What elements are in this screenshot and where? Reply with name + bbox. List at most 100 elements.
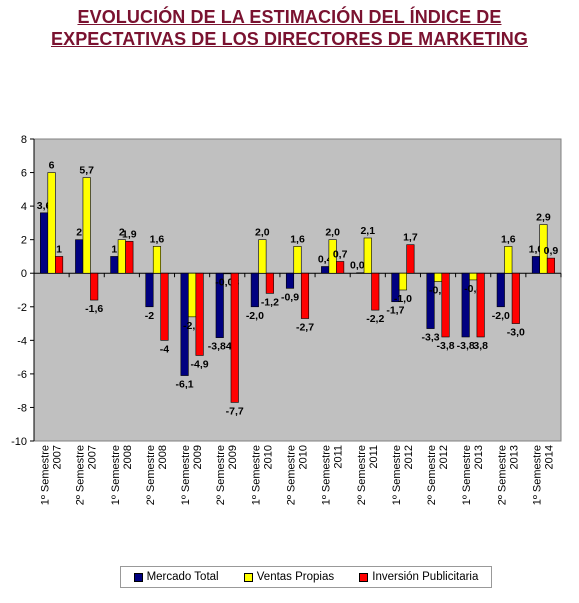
data-label: -7,7 xyxy=(226,405,244,417)
x-tick-label-line: 1º Semestre xyxy=(531,445,543,505)
x-tick-label: 1º Semestre 2012 xyxy=(391,445,415,505)
bar xyxy=(371,272,380,311)
bar xyxy=(546,257,555,274)
bar xyxy=(433,272,443,282)
bar xyxy=(265,272,274,294)
y-tick-label: 0 xyxy=(21,268,27,280)
data-label: 1,6 xyxy=(150,233,165,245)
legend-swatch xyxy=(243,572,253,582)
bar xyxy=(504,246,513,274)
legend-swatch xyxy=(133,572,143,582)
x-tick-label-line: 1º Semestre xyxy=(321,445,333,505)
x-tick-label: 1º Semestre 2007 xyxy=(40,445,64,505)
y-tick-label: 8 xyxy=(21,134,27,146)
bar xyxy=(363,237,372,274)
bar xyxy=(55,256,64,274)
y-tick-label: -10 xyxy=(11,436,27,448)
data-label: 1,6 xyxy=(290,233,305,245)
x-tick-label-line: 2º Semestre xyxy=(75,445,87,505)
data-label: -4 xyxy=(160,343,169,355)
data-label: 6 xyxy=(49,160,55,172)
legend-item: Mercado Total xyxy=(133,571,219,583)
bar xyxy=(125,241,134,274)
x-tick-label: 2º Semestre 2009 xyxy=(215,445,239,505)
bar xyxy=(426,272,435,329)
bar xyxy=(152,246,162,274)
data-label: 0,9 xyxy=(544,245,559,257)
chart-title-line-1: EVOLUCIÓN DE LA ESTIMACIÓN DEL ÍNDICE DE xyxy=(77,7,502,27)
bar xyxy=(90,272,99,301)
y-tick-label: 4 xyxy=(21,201,27,213)
bar xyxy=(300,272,310,319)
x-tick-label-line: 2º Semestre xyxy=(496,445,508,505)
data-label: 2,0 xyxy=(255,227,270,239)
data-label: -1,2 xyxy=(261,296,279,308)
x-tick-label: 1º Semestre 2014 xyxy=(531,445,555,505)
legend-swatch xyxy=(359,572,369,582)
x-tick-label: 1º Semestre 2010 xyxy=(250,445,274,505)
data-label: -3,8 xyxy=(436,340,454,352)
data-label: 1,6 xyxy=(501,233,516,245)
y-tick-label: 6 xyxy=(21,168,27,180)
bar xyxy=(250,272,259,308)
bar xyxy=(469,272,478,281)
legend-label: Mercado Total xyxy=(146,571,219,583)
bar xyxy=(531,256,540,274)
data-label: 1,7 xyxy=(403,232,418,244)
x-tick-label: 2º Semestre 2011 xyxy=(356,445,380,505)
y-tick-label: -4 xyxy=(17,335,27,347)
x-tick-label: 2º Semestre 2013 xyxy=(496,445,520,505)
bar xyxy=(223,272,232,275)
y-tick-label: -8 xyxy=(17,402,27,414)
x-tick-label: 1º Semestre 2011 xyxy=(321,445,345,505)
bar xyxy=(47,172,56,274)
bar xyxy=(117,239,126,274)
bar xyxy=(441,272,450,338)
x-tick-label-line: 2011 xyxy=(368,445,380,469)
data-label: -2,0 xyxy=(246,310,264,322)
bar xyxy=(40,212,49,274)
x-tick-label-line: 2007 xyxy=(87,445,99,469)
x-tick-label-line: 1º Semestre xyxy=(461,445,473,505)
x-tick-label-line: 1º Semestre xyxy=(250,445,262,505)
bar xyxy=(188,272,197,318)
x-tick-label-line: 2º Semestre xyxy=(286,445,298,505)
x-tick-label-line: 2010 xyxy=(262,445,274,469)
bar xyxy=(356,272,365,274)
data-label: 1 xyxy=(111,243,117,255)
data-label: -2 xyxy=(145,310,154,322)
bar xyxy=(82,177,91,274)
x-tick-label-line: 1º Semestre xyxy=(391,445,403,505)
y-tick-label: -6 xyxy=(17,369,27,381)
bar xyxy=(110,256,119,274)
data-label: 0,7 xyxy=(333,248,348,260)
data-label: -6,1 xyxy=(176,379,194,391)
y-tick-label: 2 xyxy=(21,235,27,247)
x-tick-label-line: 2º Semestre xyxy=(215,445,227,505)
data-label: 2,0 xyxy=(325,227,340,239)
x-tick-label: 1º Semestre 2009 xyxy=(180,445,204,505)
bar xyxy=(195,272,204,356)
data-label: -2,2 xyxy=(366,313,384,325)
x-tick-label-line: 2014 xyxy=(543,445,555,469)
x-tick-label: 1º Semestre 2008 xyxy=(110,445,134,505)
bar xyxy=(285,272,295,289)
bar xyxy=(258,239,267,274)
data-label: -1,7 xyxy=(386,305,404,317)
data-label: 2 xyxy=(119,227,125,239)
bar xyxy=(180,272,189,376)
x-tick-label-line: 2º Semestre xyxy=(356,445,368,505)
data-label: 2,9 xyxy=(536,212,551,224)
data-label: 2 xyxy=(76,227,82,239)
legend-label: Ventas Propias xyxy=(256,571,335,583)
data-label: -3,8 xyxy=(457,340,475,352)
x-tick-label-line: 2012 xyxy=(403,445,415,469)
bar xyxy=(160,272,169,341)
data-label: -0,9 xyxy=(281,291,299,303)
bar xyxy=(215,272,224,338)
legend-item: Ventas Propias xyxy=(243,571,335,583)
x-tick-label: 2º Semestre 2008 xyxy=(145,445,169,505)
x-tick-label-line: 2011 xyxy=(333,445,345,469)
data-label: 1,9 xyxy=(122,228,137,240)
data-label: -2,7 xyxy=(296,322,314,334)
